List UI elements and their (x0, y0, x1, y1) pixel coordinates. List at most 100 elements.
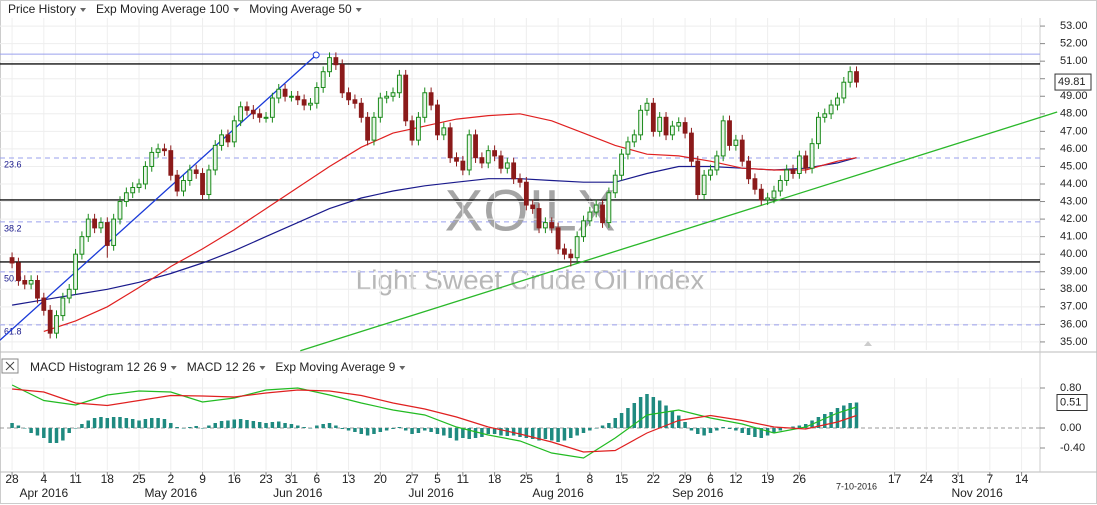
candle-body (276, 88, 282, 99)
legend-dropdown[interactable] (399, 366, 406, 370)
histogram-bar (289, 424, 294, 428)
histogram-bar (213, 423, 217, 428)
candle-body (790, 169, 796, 174)
candle-body (231, 120, 237, 143)
histogram-bar (702, 428, 706, 436)
month-label: Apr 2016 (19, 486, 68, 500)
histogram-bar (169, 423, 173, 428)
candle-body (9, 257, 15, 264)
legend-dropdown[interactable] (259, 366, 266, 370)
y-tick-label: 40.00 (1060, 248, 1088, 260)
candle-body (796, 155, 802, 174)
histogram-bar (410, 428, 414, 434)
histogram-bar (562, 428, 567, 441)
histogram-bar (111, 417, 116, 428)
month-label: Sep 2016 (672, 486, 724, 500)
candle-body (530, 204, 536, 210)
histogram-bar (35, 428, 40, 436)
histogram-bar (613, 418, 617, 428)
histogram-bar (791, 426, 795, 428)
histogram-bar (346, 428, 351, 431)
candle-body (625, 141, 631, 155)
histogram-bar (296, 425, 300, 428)
indicator-line (12, 157, 857, 306)
legend-entry[interactable]: Price History (8, 2, 76, 16)
histogram-bar (518, 428, 522, 437)
candle-body (85, 218, 91, 238)
histogram-bar (537, 428, 541, 441)
x-tick-label: 16 (228, 472, 242, 486)
x-tick-label: 19 (761, 472, 775, 486)
histogram-bar (721, 427, 725, 428)
y-tick-label: 46.00 (1060, 143, 1088, 155)
legend-dropdown[interactable] (170, 366, 177, 370)
histogram-bar (99, 417, 103, 428)
y-tick-label: 45.00 (1060, 160, 1088, 172)
candle-body (117, 201, 123, 220)
histogram-bar (270, 422, 275, 428)
histogram-bar (429, 428, 433, 432)
candle-body (752, 178, 758, 190)
candle-body (142, 165, 148, 185)
histogram-bar (391, 428, 395, 429)
legend-dropdown[interactable] (233, 8, 240, 12)
candle-body (35, 280, 40, 299)
histogram-bar (588, 428, 592, 431)
histogram-bar (315, 425, 319, 428)
legend-dropdown[interactable] (355, 8, 362, 12)
histogram-bar (676, 415, 681, 428)
candle-body (225, 134, 231, 143)
histogram-bar (778, 428, 783, 431)
histogram-bar (423, 428, 427, 431)
scroll-marker (864, 341, 872, 346)
trend-handle[interactable] (312, 51, 320, 59)
candle-body (200, 172, 205, 196)
legend-entry[interactable]: MACD 12 26 (187, 360, 256, 374)
candle-body (73, 253, 78, 290)
candle-body (282, 88, 288, 97)
candle-body (485, 150, 491, 164)
x-tick-label: 1 (555, 472, 562, 486)
candle-body (568, 253, 574, 259)
legend-entry[interactable]: MACD Histogram 12 26 9 (30, 360, 167, 374)
candle-body (841, 81, 847, 99)
histogram-bar (232, 419, 237, 428)
histogram-bar (670, 410, 675, 428)
x-tick-label: 26 (793, 472, 807, 486)
histogram-bar (581, 428, 586, 433)
histogram-bar (143, 419, 148, 428)
histogram-bar (67, 428, 71, 433)
histogram-bar (416, 428, 421, 433)
candle-body (587, 211, 593, 222)
trend-line (0, 54, 317, 341)
x-tick-label: 22 (647, 472, 661, 486)
legend-entry[interactable]: Moving Average 50 (249, 2, 352, 16)
legend-entry[interactable]: Exp Moving Average 9 (275, 360, 395, 374)
histogram-bar (61, 428, 65, 441)
histogram-bar (29, 428, 33, 433)
candle-body (136, 183, 142, 189)
histogram-bar (54, 428, 59, 443)
candle-body (428, 92, 434, 106)
candle-body (473, 134, 478, 159)
x-tick-label: 31 (951, 472, 965, 486)
x-tick-label: 17 (888, 472, 902, 486)
histogram-bar (727, 428, 732, 429)
legend-entry[interactable]: Exp Moving Average 100 (96, 2, 230, 16)
last-value-label: 0.51 (1060, 396, 1081, 408)
x-tick-label: 18 (101, 472, 115, 486)
candle-body (657, 116, 663, 132)
candle-body (181, 179, 186, 192)
histogram-bar (619, 413, 624, 428)
candle-body (384, 95, 390, 99)
legend-dropdown[interactable] (80, 8, 87, 12)
histogram-bar (848, 403, 852, 428)
histogram-bar (321, 424, 325, 428)
histogram-bar (715, 428, 719, 431)
histogram-bar (835, 408, 840, 428)
candle-body (28, 280, 34, 285)
histogram-bar (740, 428, 744, 433)
histogram-bar (188, 427, 192, 428)
